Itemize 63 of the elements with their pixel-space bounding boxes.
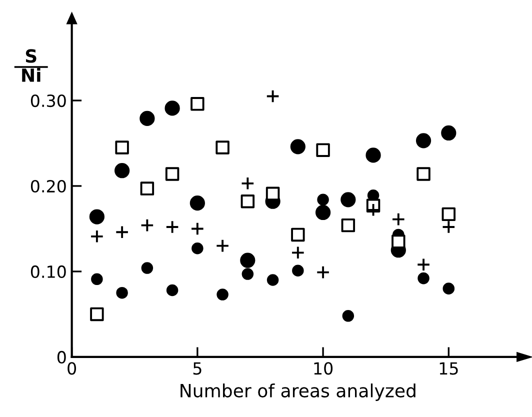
point <box>442 282 455 294</box>
point <box>266 274 279 286</box>
point <box>316 143 330 157</box>
point <box>316 265 330 280</box>
point <box>392 212 406 226</box>
x-tick-label: 0 <box>68 362 76 375</box>
point <box>90 230 104 244</box>
point <box>291 246 305 260</box>
point <box>416 167 430 181</box>
point <box>192 242 204 254</box>
point <box>141 262 154 274</box>
point <box>441 125 456 141</box>
point <box>115 140 129 154</box>
point <box>317 194 329 206</box>
x-tick-label: 5 <box>193 362 202 375</box>
point <box>418 272 430 284</box>
point <box>342 310 354 322</box>
point <box>416 258 430 272</box>
y-tick-label: 0.30 <box>30 94 66 108</box>
point <box>165 167 180 181</box>
point <box>240 194 255 208</box>
point <box>190 196 205 211</box>
point <box>114 163 130 178</box>
point <box>216 288 228 300</box>
point <box>341 218 356 232</box>
point <box>216 140 230 154</box>
point <box>164 100 180 116</box>
point <box>115 225 129 240</box>
point <box>266 186 280 201</box>
point <box>442 207 456 222</box>
point <box>366 148 381 163</box>
point <box>292 264 304 276</box>
point <box>442 220 456 234</box>
point <box>240 176 255 190</box>
point <box>140 110 155 126</box>
point <box>140 218 154 232</box>
point <box>392 234 406 248</box>
x-tick-label: 15 <box>440 362 458 375</box>
point <box>166 284 178 296</box>
point <box>91 273 103 286</box>
point <box>89 209 105 224</box>
point <box>190 222 204 236</box>
point <box>165 220 180 234</box>
y-axis-title: S Ni <box>22 49 40 82</box>
point <box>266 89 280 104</box>
point <box>190 97 204 111</box>
x-axis-title: Number of areas analyzed <box>180 384 416 401</box>
y-tick-label: 0.10 <box>30 265 66 278</box>
point <box>340 192 356 208</box>
point <box>290 139 306 154</box>
point <box>315 204 331 220</box>
point <box>242 268 254 280</box>
point <box>291 228 305 242</box>
y-tick-label: 0 <box>57 350 66 364</box>
x-tick-label: 10 <box>314 362 333 375</box>
point <box>140 182 154 196</box>
point <box>416 133 432 148</box>
y-tick-label: 0.20 <box>30 180 66 193</box>
point <box>90 307 104 322</box>
point <box>116 286 128 299</box>
point <box>240 252 256 268</box>
point <box>366 203 380 217</box>
point <box>216 238 230 253</box>
